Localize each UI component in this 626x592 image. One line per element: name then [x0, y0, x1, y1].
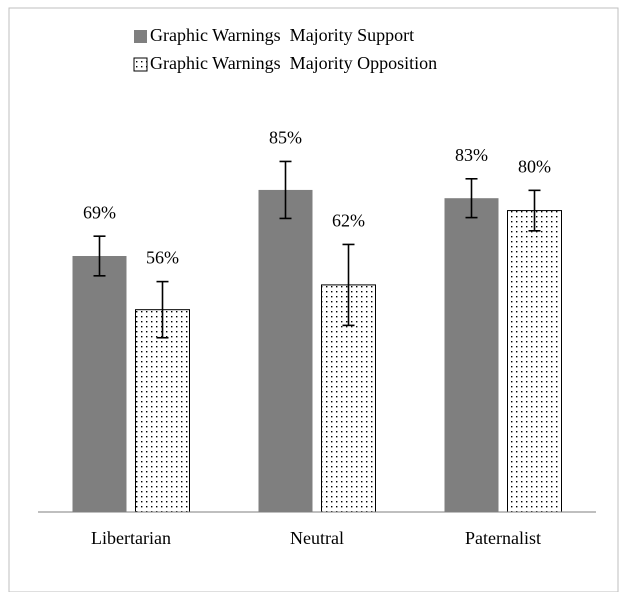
- legend-swatch: [133, 57, 148, 72]
- legend-label: Graphic Warnings Majority Support: [150, 25, 414, 45]
- data-label: 85%: [269, 128, 302, 148]
- bar: [444, 198, 499, 512]
- error-bar: [279, 160, 292, 220]
- legend-label: Graphic Warnings Majority Opposition: [150, 53, 437, 73]
- error-bar: [93, 235, 106, 277]
- bar: [135, 309, 190, 513]
- error-bar: [465, 177, 478, 219]
- x-tick-label: Paternalist: [465, 528, 541, 548]
- bar: [258, 189, 313, 512]
- bar: [507, 210, 562, 513]
- legend-swatch: [134, 30, 147, 43]
- error-bar: [342, 243, 355, 327]
- x-tick-label: Libertarian: [91, 528, 171, 548]
- error-bar: [156, 280, 169, 339]
- bar: [72, 256, 127, 512]
- data-label: 62%: [332, 211, 365, 231]
- data-label: 83%: [455, 145, 488, 165]
- data-label: 56%: [146, 248, 179, 268]
- data-label: 69%: [83, 202, 116, 222]
- x-tick-label: Neutral: [290, 528, 344, 548]
- error-bar: [528, 189, 541, 232]
- data-label: 80%: [518, 156, 551, 176]
